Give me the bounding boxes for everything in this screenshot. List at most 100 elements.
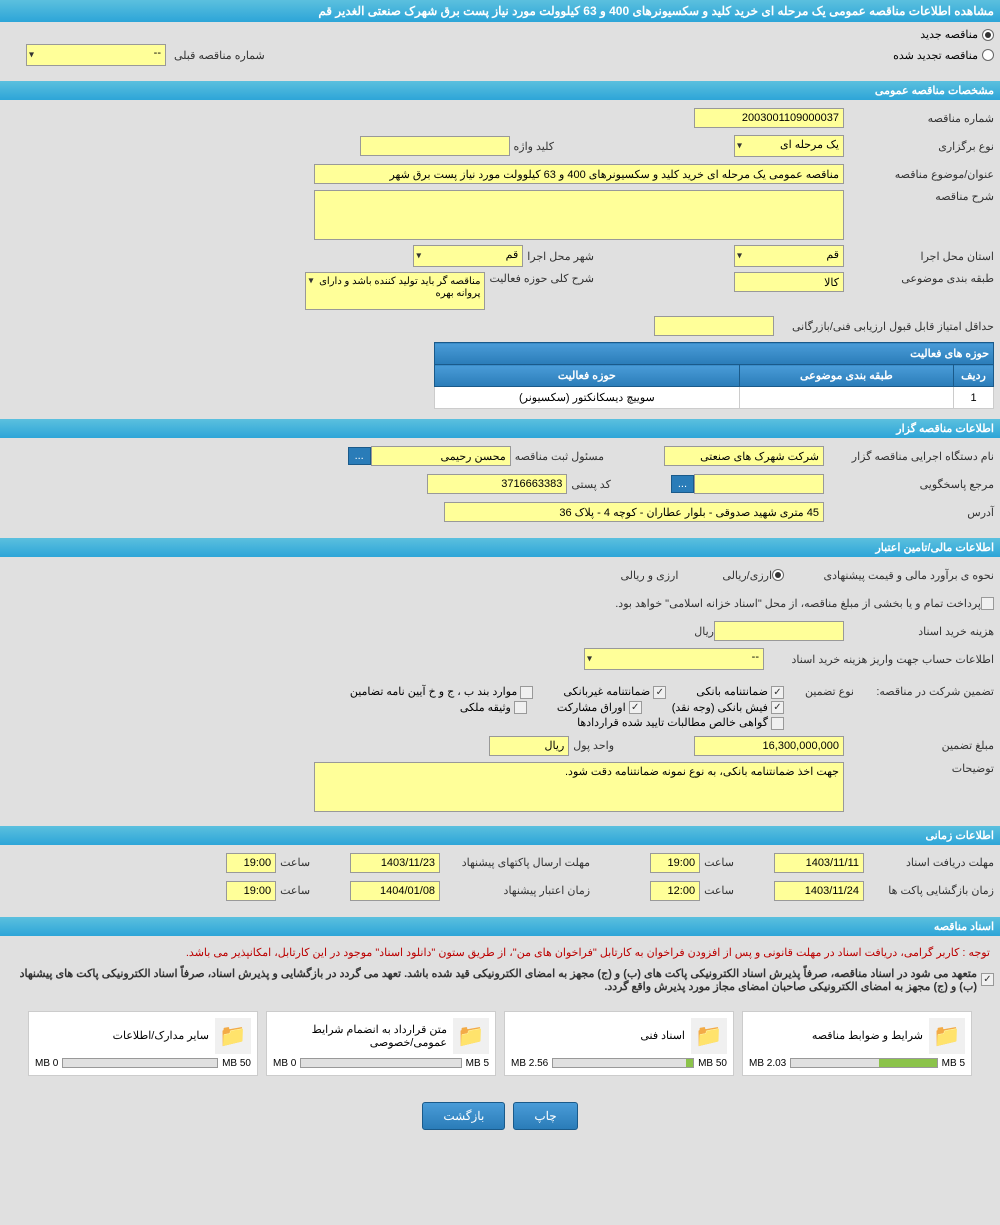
cb-nonbank[interactable] <box>653 686 666 699</box>
warning-text: توجه : کاربر گرامی، دریافت اسناد در مهلت… <box>6 942 994 963</box>
remarks-field[interactable]: جهت اخذ ضمانتنامه بانکی، به نوع نمونه ضم… <box>314 762 844 812</box>
section-timing: اطلاعات زمانی <box>0 826 1000 845</box>
account-select[interactable]: -- ▾ <box>584 648 764 670</box>
account-label: اطلاعات حساب جهت واریز هزینه خرید اسناد <box>764 653 994 666</box>
desc-field[interactable] <box>314 190 844 240</box>
section-financial: اطلاعات مالی/تامین اعتبار <box>0 538 1000 557</box>
guarantee-type-label: نوع تضمین <box>784 685 854 698</box>
folder-icon: 📁 <box>691 1018 727 1054</box>
activities-header: حوزه های فعالیت <box>435 343 994 365</box>
org-label: نام دستگاه اجرایی مناقصه گزار <box>824 450 994 463</box>
rial-unit: ریال <box>690 625 714 638</box>
registrar-label: مسئول ثبت مناقصه <box>511 450 604 463</box>
response-field <box>694 474 824 494</box>
col-scope: حوزه فعالیت <box>435 365 740 387</box>
keyword-field[interactable] <box>360 136 510 156</box>
receive-time: 19:00 <box>650 853 700 873</box>
valid-time: 19:00 <box>226 881 276 901</box>
col-row: ردیف <box>954 365 994 387</box>
radio-new-label: مناقصه جدید <box>920 28 978 41</box>
chevron-down-icon: ▾ <box>308 276 313 287</box>
cb-receivables[interactable] <box>771 717 784 730</box>
min-score-field[interactable] <box>654 316 774 336</box>
section-general: مشخصات مناقصه عمومی <box>0 81 1000 100</box>
submit-time-label: ساعت <box>276 856 310 869</box>
currency-unit-field: ریال <box>489 736 569 756</box>
holding-type-select[interactable]: یک مرحله ای ▾ <box>734 135 844 157</box>
file-item[interactable]: 📁 شرایط و ضوابط مناقصه 5 MB 2.03 MB <box>742 1011 972 1076</box>
response-more-button[interactable]: ... <box>671 475 694 493</box>
currency-unit-label: واحد پول <box>569 739 614 752</box>
city-select[interactable]: قم ▾ <box>413 245 523 267</box>
receive-time-label: ساعت <box>700 856 734 869</box>
response-label: مرجع پاسخگویی <box>824 478 994 491</box>
cb-commitment[interactable] <box>981 973 994 986</box>
commitment-text: متعهد می شود در اسناد مناقصه، صرفاً پذیر… <box>6 963 981 997</box>
amount-field: 16,300,000,000 <box>694 736 844 756</box>
chevron-down-icon: ▾ <box>587 654 592 665</box>
registrar-more-button[interactable]: ... <box>348 447 371 465</box>
checkbox-payment[interactable] <box>981 597 994 610</box>
open-label: زمان بازگشایی پاکت ها <box>864 884 994 897</box>
open-time-label: ساعت <box>700 884 734 897</box>
postal-label: کد پستی <box>567 478 610 491</box>
table-row: 1 سوییچ دیسکانکتور (سکسیونر) <box>435 387 994 409</box>
scope-select[interactable]: مناقصه گر باید تولید کننده باشد و دارای … <box>305 272 485 310</box>
remarks-label: توضیحات <box>844 762 994 775</box>
subject-field: مناقصه عمومی یک مرحله ای خرید کلید و سکس… <box>314 164 844 184</box>
back-button[interactable]: بازگشت <box>422 1102 505 1130</box>
payment-note: پرداخت تمام و یا بخشی از مبلغ مناقصه، از… <box>611 597 981 610</box>
cb-property[interactable] <box>514 701 527 714</box>
province-select[interactable]: قم ▾ <box>734 245 844 267</box>
folder-icon: 📁 <box>215 1018 251 1054</box>
print-button[interactable]: چاپ <box>513 1102 577 1130</box>
file-grid: 📁 شرایط و ضوابط مناقصه 5 MB 2.03 MB 📁 اس… <box>6 1001 994 1086</box>
cb-bonds[interactable] <box>629 701 642 714</box>
radio-renewed-tender[interactable] <box>982 49 994 61</box>
tender-no-field: 2003001109000037 <box>694 108 844 128</box>
open-date: 1403/11/24 <box>774 881 864 901</box>
registrar-field: محسن رحیمی <box>371 446 511 466</box>
chevron-down-icon: ▾ <box>416 251 421 262</box>
prev-number-select[interactable]: -- ▾ <box>26 44 166 66</box>
radio-currency[interactable] <box>772 569 784 581</box>
progress-bar <box>300 1058 461 1068</box>
file-item[interactable]: 📁 سایر مدارک/اطلاعات 50 MB 0 MB <box>28 1011 258 1076</box>
estimate-label: نحوه ی برآورد مالی و قیمت پیشنهادی <box>784 569 994 582</box>
chevron-down-icon: ▾ <box>737 251 742 262</box>
file-item[interactable]: 📁 متن قرارداد به انضمام شرایط عمومی/خصوص… <box>266 1011 496 1076</box>
file-item[interactable]: 📁 اسناد فنی 50 MB 2.56 MB <box>504 1011 734 1076</box>
cb-bank[interactable] <box>771 686 784 699</box>
holding-type-label: نوع برگزاری <box>844 140 994 153</box>
keyword-label: کلید واژه <box>510 140 554 153</box>
tender-no-label: شماره مناقصه <box>844 112 994 125</box>
guarantee-label: تضمین شرکت در مناقصه: <box>854 685 994 698</box>
receive-label: مهلت دریافت اسناد <box>864 856 994 869</box>
cb-bylaw[interactable] <box>520 686 533 699</box>
submit-label: مهلت ارسال پاکتهای پیشنهاد <box>440 856 590 869</box>
valid-date: 1404/01/08 <box>350 881 440 901</box>
valid-time-label: ساعت <box>276 884 310 897</box>
tender-type-group: مناقصه جدید مناقصه تجدید شده شماره مناقص… <box>0 22 1000 77</box>
progress-bar <box>552 1058 694 1068</box>
radio-renewed-label: مناقصه تجدید شده <box>893 49 978 62</box>
chevron-down-icon: ▾ <box>737 141 742 152</box>
chevron-down-icon: ▾ <box>29 50 34 61</box>
receive-date: 1403/11/11 <box>774 853 864 873</box>
city-label: شهر محل اجرا <box>523 250 594 263</box>
category-label: طبقه بندی موضوعی <box>844 272 994 285</box>
amount-label: مبلغ تضمین <box>844 739 994 752</box>
submit-time: 19:00 <box>226 853 276 873</box>
doc-cost-field[interactable] <box>714 621 844 641</box>
scope-label: شرح کلی حوزه فعالیت <box>485 272 594 285</box>
min-score-label: حداقل امتیاز قابل قبول ارزیابی فنی/بازرگ… <box>774 320 994 333</box>
category-field: کالا <box>734 272 844 292</box>
col-category: طبقه بندی موضوعی <box>739 365 953 387</box>
submit-date: 1403/11/23 <box>350 853 440 873</box>
activities-table: حوزه های فعالیت ردیف طبقه بندی موضوعی حو… <box>434 342 994 409</box>
radio-new-tender[interactable] <box>982 29 994 41</box>
address-field: 45 متری شهید صدوقی - بلوار عطاران - کوچه… <box>444 502 824 522</box>
province-label: استان محل اجرا <box>844 250 994 263</box>
currency-opt: ارزی و ریالی <box>616 569 678 582</box>
cb-cash[interactable] <box>771 701 784 714</box>
